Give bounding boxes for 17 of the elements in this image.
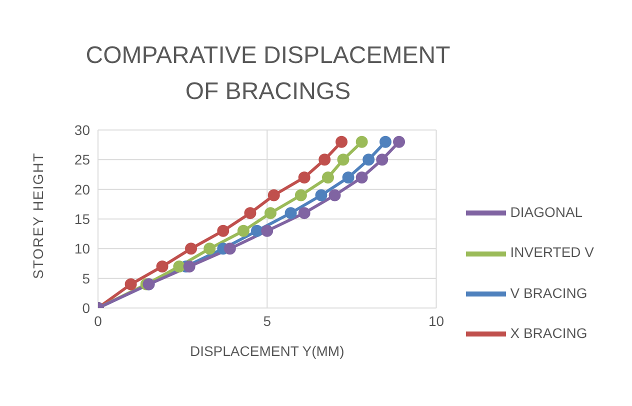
legend-label: INVERTED V	[510, 244, 594, 260]
x-tick-label: 5	[263, 312, 272, 329]
x-axis-title: DISPLACEMENT Y(MM)	[190, 343, 344, 359]
legend-label: X BRACING	[510, 324, 588, 341]
x-tick-label: 0	[94, 312, 102, 329]
y-tick-label: 10	[74, 240, 90, 257]
y-tick-label: 20	[74, 181, 90, 198]
legend-label: V BRACING	[510, 284, 588, 301]
chart-title: COMPARATIVE DISPLACEMENT OF BRACINGS	[84, 41, 452, 107]
legend-label: DIAGONAL	[510, 204, 583, 220]
y-tick-label: 0	[82, 300, 90, 316]
y-tick-label: 30	[74, 122, 90, 138]
y-tick-label: 5	[82, 270, 90, 286]
x-tick-label: 10	[428, 312, 444, 329]
y-tick-label: 15	[74, 210, 90, 227]
y-axis-title: STOREY HEIGHT	[30, 152, 46, 279]
y-tick-label: 25	[74, 152, 90, 168]
